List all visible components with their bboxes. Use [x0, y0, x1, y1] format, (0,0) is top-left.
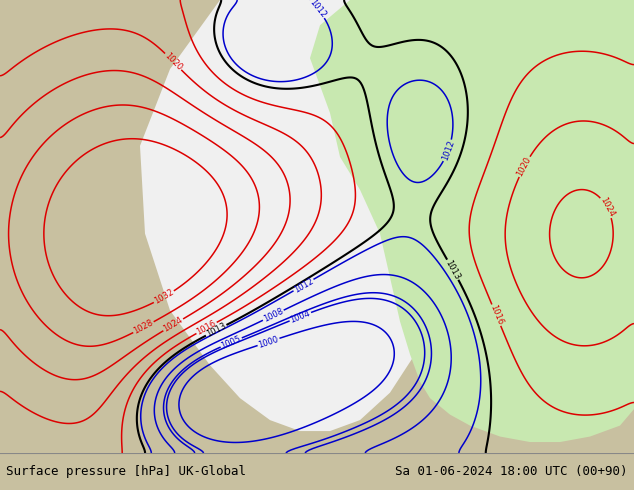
Text: 1012: 1012	[440, 139, 456, 162]
Text: 1000: 1000	[257, 334, 280, 349]
Text: 1005: 1005	[220, 334, 243, 351]
Text: 1024: 1024	[162, 316, 184, 334]
Text: 1028: 1028	[132, 318, 155, 336]
Text: 1020: 1020	[515, 155, 533, 178]
Text: 1013: 1013	[205, 321, 228, 339]
Text: Sa 01-06-2024 18:00 UTC (00+90): Sa 01-06-2024 18:00 UTC (00+90)	[395, 465, 628, 478]
Polygon shape	[140, 0, 520, 431]
Text: 1016: 1016	[195, 319, 218, 337]
Text: 1008: 1008	[262, 307, 285, 324]
Text: 1012: 1012	[307, 0, 327, 20]
Text: 1032: 1032	[153, 288, 176, 306]
Text: 1013: 1013	[444, 258, 462, 281]
Text: 1016: 1016	[488, 304, 505, 327]
Polygon shape	[310, 0, 634, 442]
Text: Surface pressure [hPa] UK-Global: Surface pressure [hPa] UK-Global	[6, 465, 247, 478]
Text: 1024: 1024	[598, 196, 616, 219]
Text: 1020: 1020	[162, 51, 184, 72]
Text: 1004: 1004	[289, 309, 312, 325]
Text: 1012: 1012	[292, 276, 315, 294]
